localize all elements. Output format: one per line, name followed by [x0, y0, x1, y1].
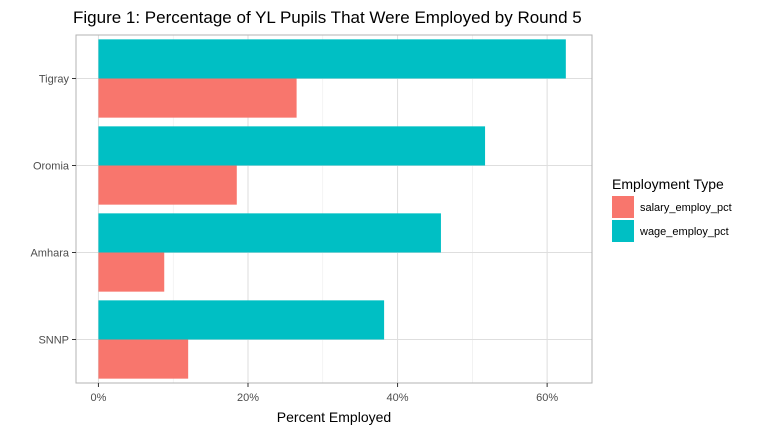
- x-axis-title: Percent Employed: [277, 409, 391, 425]
- x-axis-ticks: 0% 20% 40% 60%: [90, 383, 558, 404]
- legend-label: salary_employ_pct: [640, 202, 732, 214]
- legend: Employment Type salary_employ_pct wage_em…: [612, 176, 732, 242]
- x-tick-label: 20%: [237, 392, 259, 404]
- bar-wage-employ-tigray: [98, 39, 566, 79]
- bar-wage-employ-amhara: [98, 213, 441, 253]
- bar-salary-employ-snnp: [98, 339, 189, 379]
- bar-wage-employ-snnp: [98, 300, 385, 340]
- chart-title: Figure 1: Percentage of YL Pupils That W…: [73, 8, 582, 27]
- y-tick-label: SNNP: [38, 335, 69, 347]
- legend-items: salary_employ_pct wage_employ_pct: [612, 196, 732, 242]
- bar-wage-employ-oromia: [98, 126, 486, 166]
- bar-salary-employ-tigray: [98, 78, 297, 118]
- legend-key-wage-employ-pct: [612, 220, 634, 242]
- y-tick-label: Amhara: [30, 248, 69, 260]
- panel-border: [75, 34, 593, 384]
- y-tick-label: Tigray: [39, 74, 70, 86]
- legend-key-salary-employ-pct: [612, 196, 634, 218]
- bar-salary-employ-oromia: [98, 165, 237, 205]
- x-tick-label: 40%: [387, 392, 409, 404]
- legend-label: wage_employ_pct: [639, 226, 729, 238]
- x-tick-label: 60%: [536, 392, 558, 404]
- bars: [98, 39, 566, 379]
- bar-salary-employ-amhara: [98, 252, 165, 292]
- legend-title: Employment Type: [612, 176, 724, 192]
- y-tick-label: Oromia: [33, 161, 70, 173]
- y-axis-ticks: Tigray Oromia Amhara SNNP: [30, 74, 76, 347]
- x-tick-label: 0%: [90, 392, 106, 404]
